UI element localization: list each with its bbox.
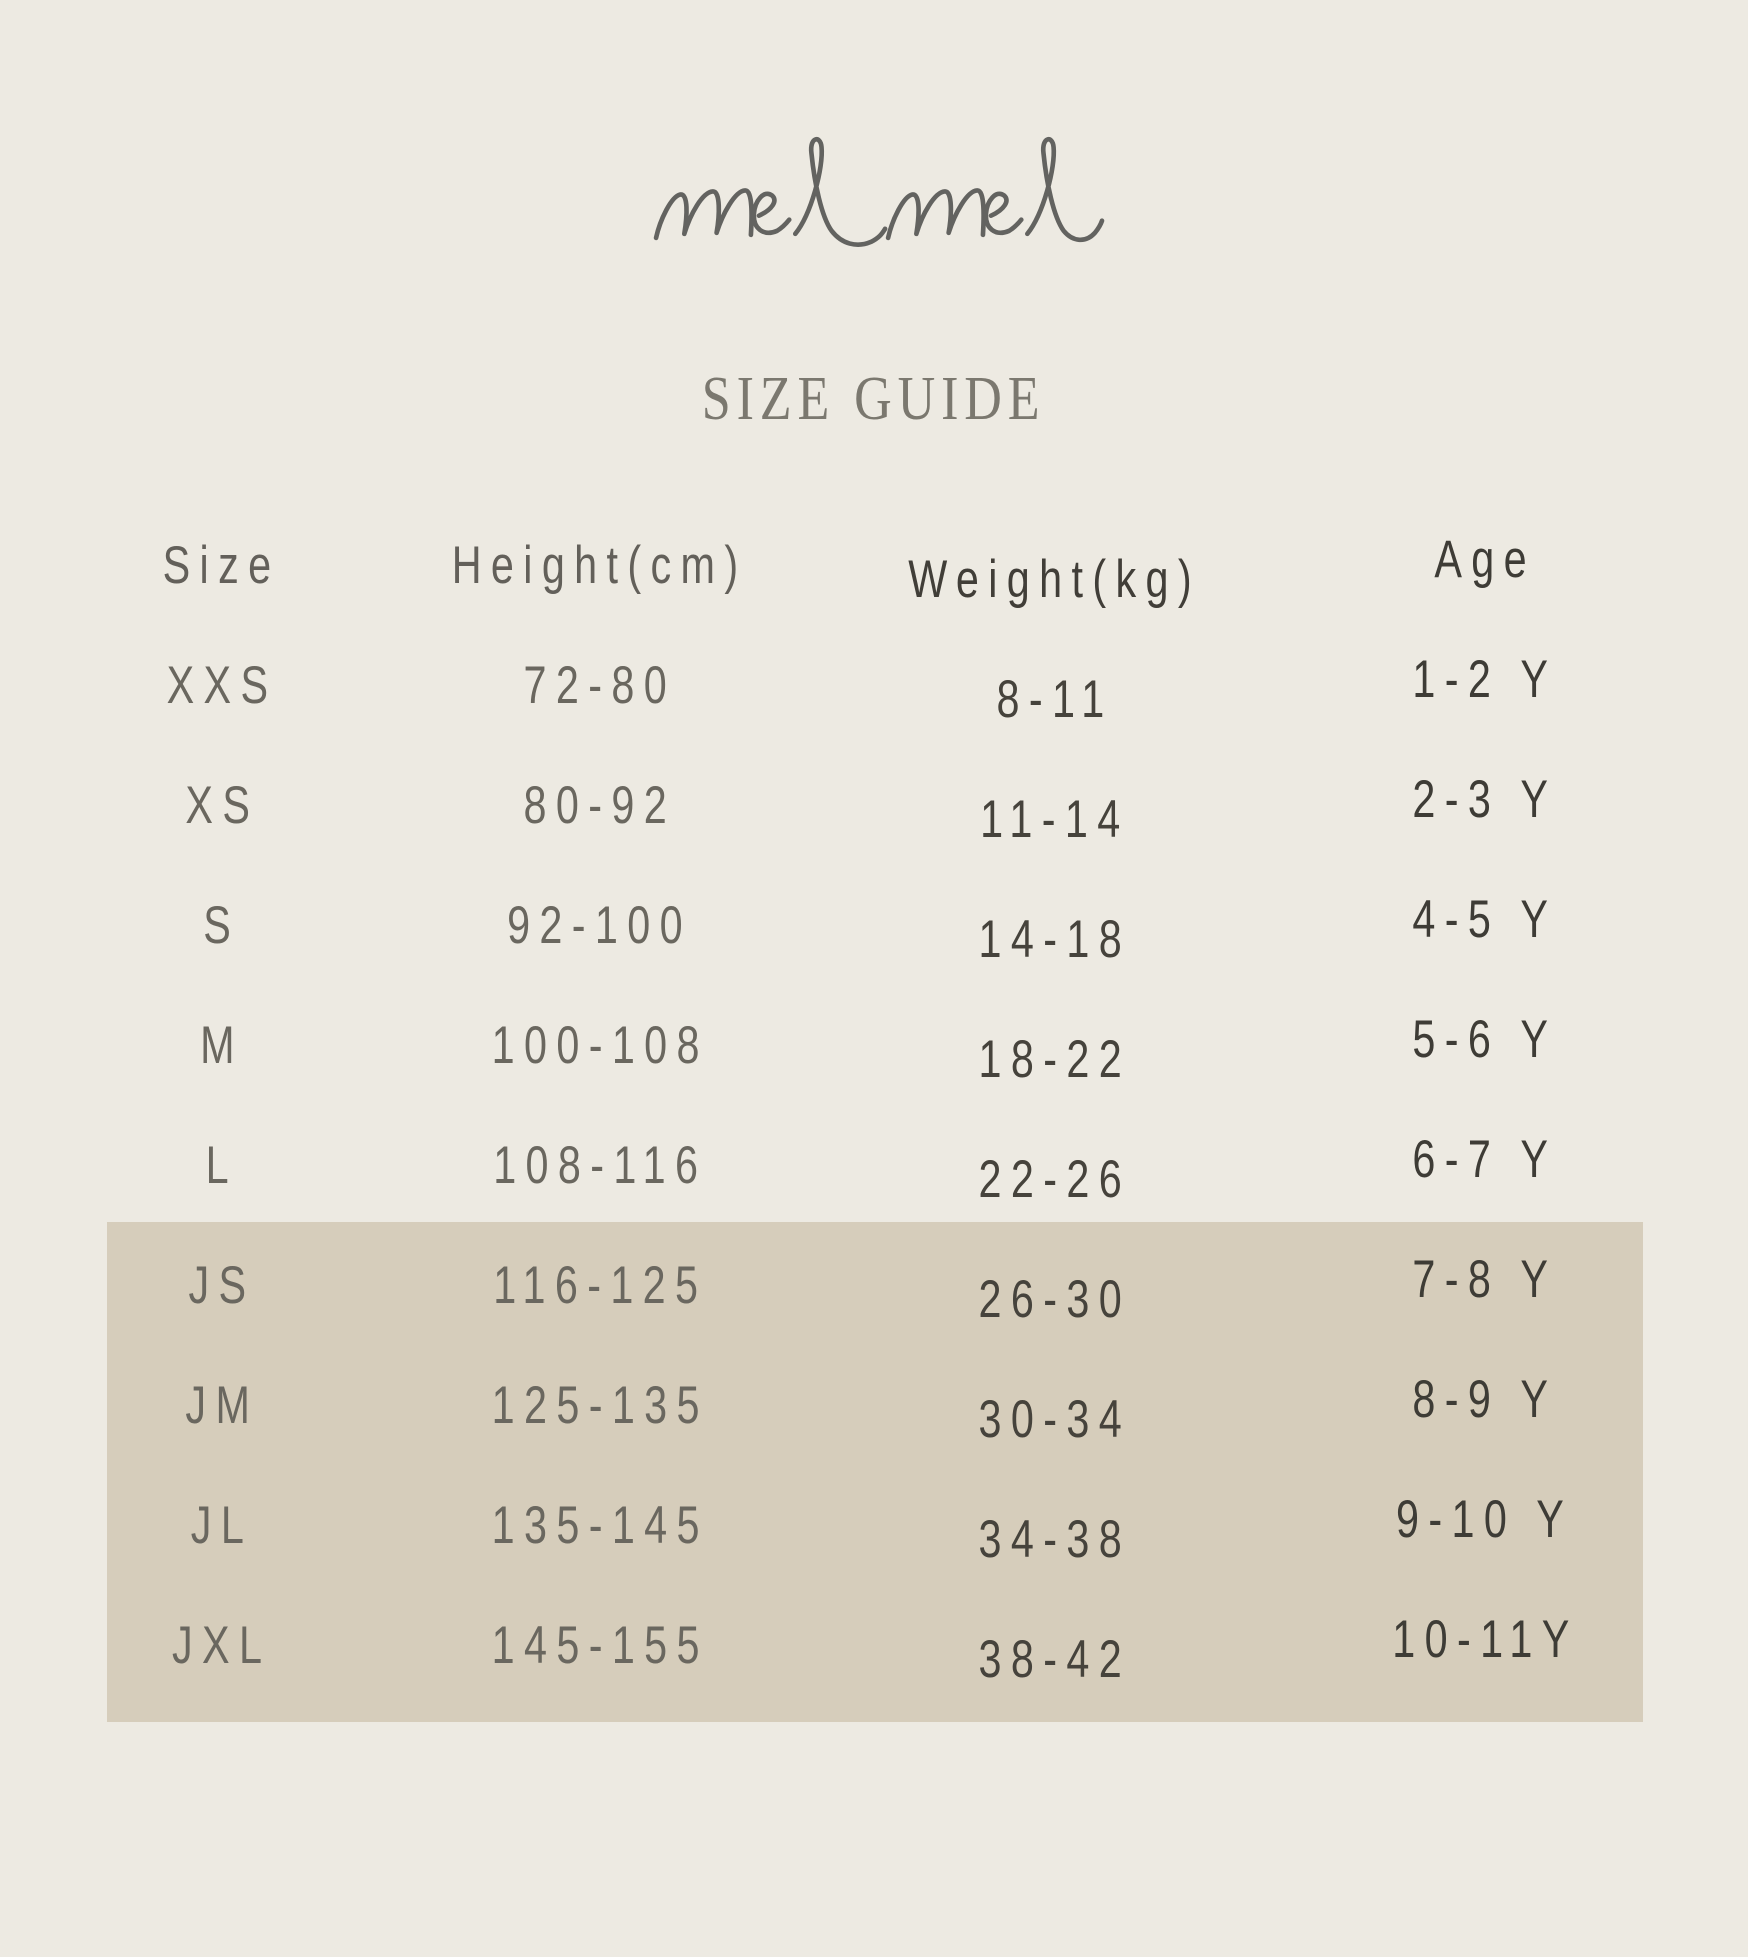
- height-cell: 92-100: [507, 895, 693, 955]
- page-title: SIZE GUIDE: [702, 365, 1046, 433]
- table-row: JXL 145-155 38-42 10-11Y: [106, 1585, 1722, 1705]
- age-cell: 4-5 Y: [1412, 889, 1558, 949]
- height-cell: 125-135: [491, 1375, 709, 1435]
- age-cell: 7-8 Y: [1412, 1249, 1558, 1309]
- age-cell: 10-11Y: [1391, 1609, 1579, 1669]
- weight-cell: 30-34: [978, 1389, 1132, 1449]
- height-cell: 145-155: [491, 1615, 709, 1675]
- weight-cell: 26-30: [978, 1269, 1132, 1329]
- age-cell: 8-9 Y: [1412, 1369, 1558, 1429]
- age-cell: 1-2 Y: [1412, 649, 1558, 709]
- size-cell: JL: [190, 1495, 254, 1555]
- table-row: M 100-108 18-22 5-6 Y: [106, 985, 1722, 1105]
- size-table: Size Height(cm) Weight(kg) Age XXS 72-80…: [106, 505, 1722, 1705]
- height-cell: 108-116: [492, 1135, 708, 1195]
- age-cell: 5-6 Y: [1412, 1009, 1558, 1069]
- table-header-row: Size Height(cm) Weight(kg) Age: [106, 505, 1722, 625]
- weight-cell: 38-42: [978, 1629, 1132, 1689]
- table-row: L 108-116 22-26 6-7 Y: [106, 1105, 1722, 1225]
- size-table-body: XXS 72-80 8-11 1-2 Y XS 80-92 11-14 2-3 …: [106, 625, 1722, 1705]
- brand-logo: [650, 136, 1105, 254]
- size-cell: JS: [188, 1255, 256, 1315]
- brand-logo-script-icon: [653, 137, 1105, 247]
- size-cell: JM: [185, 1375, 259, 1435]
- height-cell: 72-80: [523, 655, 677, 715]
- height-cell: 135-145: [491, 1495, 709, 1555]
- height-cell: 80-92: [523, 775, 677, 835]
- junior-sizes-highlight: [107, 1222, 1643, 1722]
- column-header-height: Height(cm): [452, 535, 748, 595]
- column-header-weight: Weight(kg): [908, 549, 1202, 609]
- weight-cell: 14-18: [978, 909, 1132, 969]
- table-row: JL 135-145 34-38 9-10 Y: [106, 1465, 1722, 1585]
- column-header-size: Size: [163, 535, 281, 595]
- table-row: JM 125-135 30-34 8-9 Y: [106, 1345, 1722, 1465]
- age-cell: 6-7 Y: [1412, 1129, 1558, 1189]
- column-header-age: Age: [1434, 529, 1536, 589]
- height-cell: 100-108: [491, 1015, 709, 1075]
- age-cell: 9-10 Y: [1396, 1489, 1574, 1549]
- size-cell: JXL: [172, 1615, 272, 1675]
- size-cell: S: [203, 895, 241, 955]
- weight-cell: 11-14: [980, 789, 1130, 849]
- table-row: XS 80-92 11-14 2-3 Y: [106, 745, 1722, 865]
- size-cell: M: [200, 1015, 244, 1075]
- table-row: XXS 72-80 8-11 1-2 Y: [106, 625, 1722, 745]
- size-cell: L: [205, 1135, 239, 1195]
- size-cell: XS: [185, 775, 259, 835]
- weight-cell: 34-38: [978, 1509, 1132, 1569]
- table-row: JS 116-125 26-30 7-8 Y: [106, 1225, 1722, 1345]
- height-cell: 116-125: [492, 1255, 708, 1315]
- weight-cell: 8-11: [996, 669, 1114, 729]
- weight-cell: 22-26: [978, 1149, 1132, 1209]
- weight-cell: 18-22: [978, 1029, 1132, 1089]
- age-cell: 2-3 Y: [1412, 769, 1558, 829]
- table-row: S 92-100 14-18 4-5 Y: [106, 865, 1722, 985]
- size-cell: XXS: [166, 655, 278, 715]
